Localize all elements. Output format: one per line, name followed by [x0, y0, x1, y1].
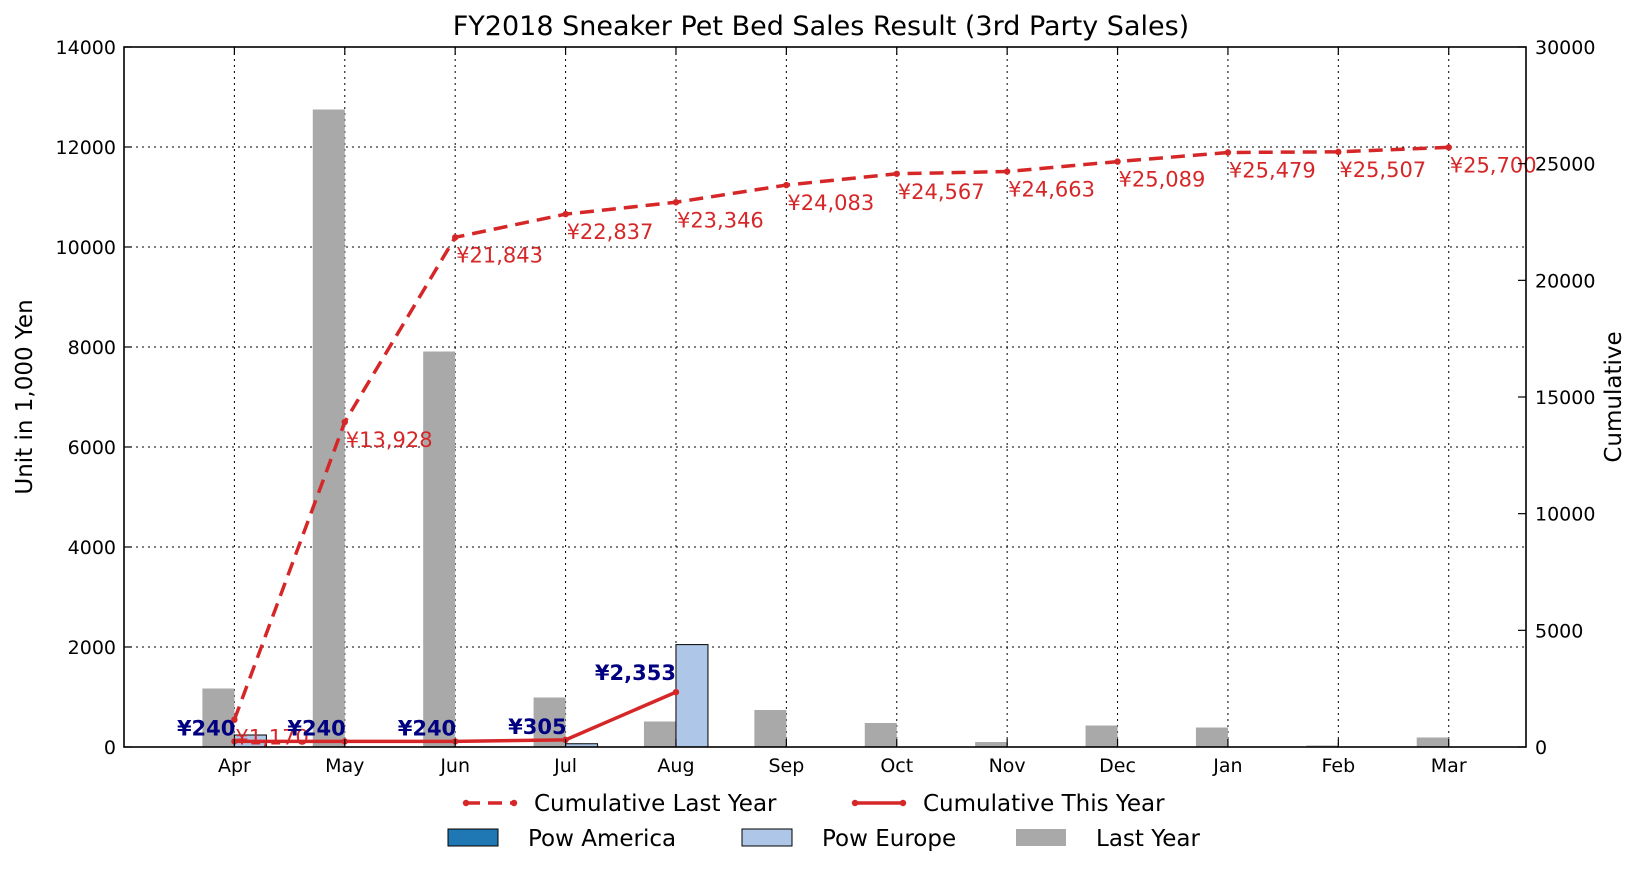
y-tick-label: 10000: [56, 237, 116, 259]
bar-last-year: [1085, 725, 1118, 747]
y2-tick-label: 0: [1535, 737, 1547, 759]
x-tick-label: Mar: [1431, 755, 1467, 777]
cumulative-last-year-label: ¥25,700: [1450, 153, 1537, 177]
cumulative-last-year-label: ¥24,083: [787, 191, 874, 215]
line-cumulative-last-year-point: [562, 210, 569, 218]
bar-last-year: [864, 723, 897, 747]
bar-last-year: [975, 742, 1008, 747]
legend-label: Pow America: [528, 826, 676, 852]
x-tick-label: Apr: [218, 755, 251, 777]
this-year-value-label: ¥2,353: [595, 661, 676, 685]
legend-label: Pow Europe: [822, 826, 956, 852]
chart-title: FY2018 Sneaker Pet Bed Sales Result (3rd…: [453, 11, 1189, 42]
this-year-value-label: ¥305: [508, 715, 566, 739]
y-axis-title: Unit in 1,000 Yen: [12, 299, 38, 494]
legend-label: Cumulative This Year: [923, 791, 1165, 817]
y-tick-label: 14000: [56, 37, 116, 59]
x-tick-label: Jan: [1212, 755, 1242, 777]
y2-tick-label: 30000: [1535, 37, 1595, 59]
x-tick-label: Jun: [439, 755, 470, 777]
cumulative-last-year-label: ¥24,567: [898, 180, 985, 204]
x-tick-label: Oct: [880, 755, 913, 777]
bar-last-year: [312, 109, 345, 747]
line-cumulative-last-year-point: [783, 181, 790, 189]
y-tick-label: 8000: [68, 337, 116, 359]
cumulative-last-year-label: ¥1,170: [235, 726, 308, 750]
cumulative-last-year-label: ¥13,928: [346, 428, 433, 452]
y2-tick-label: 25000: [1535, 154, 1595, 176]
line-cumulative-last-year-point: [1335, 148, 1342, 156]
y2-tick-label: 5000: [1535, 620, 1583, 642]
line-cumulative-last-year-point: [231, 716, 238, 723]
legend-label: Last Year: [1096, 826, 1200, 852]
line-cumulative-last-year: [232, 145, 1449, 721]
legend-marker: [899, 799, 907, 807]
line-cumulative-last-year-point: [1445, 144, 1452, 151]
legend: Cumulative Last Year Cumulative This Year…: [447, 791, 1200, 852]
bar-last-year: [754, 710, 787, 747]
legend-marker: [462, 799, 470, 807]
line-cumulative-last-year-point: [1114, 158, 1121, 165]
cumulative-last-year-label: ¥21,843: [456, 243, 543, 267]
x-tick-label: Feb: [1322, 755, 1356, 777]
this-year-value-label: ¥240: [177, 716, 235, 740]
bars: [202, 109, 1449, 748]
x-tick-label: May: [325, 755, 364, 777]
legend-marker: [851, 799, 859, 807]
bar-last-year: [202, 688, 235, 747]
y2-tick-label: 20000: [1535, 270, 1595, 292]
line-cumulative-last-year-point: [451, 234, 459, 241]
x-tick-label: Dec: [1099, 755, 1136, 777]
cumulative-last-year-label: ¥23,346: [677, 208, 764, 232]
bar-last-year: [1195, 727, 1228, 747]
y2-tick-label: 10000: [1535, 504, 1595, 526]
x-tick-label: Jul: [553, 755, 577, 777]
legend-label: Cumulative Last Year: [534, 791, 777, 817]
cumulative-last-year-label: ¥22,837: [567, 220, 654, 244]
y-tick-label: 4000: [68, 537, 116, 559]
y-tick-label: 2000: [68, 637, 116, 659]
cumulative-last-year-label: ¥25,479: [1229, 158, 1316, 182]
bar-last-year: [643, 721, 676, 747]
cumulative-last-year-label: ¥25,507: [1339, 158, 1426, 182]
line-cumulative-last-year-point: [893, 170, 900, 177]
legend-marker: [510, 799, 518, 807]
cumulative-last-year-label: ¥25,089: [1119, 168, 1206, 192]
legend-swatch-bar: [447, 828, 499, 847]
line-cumulative-last-year-point: [1003, 168, 1011, 175]
bar-last-year: [423, 351, 456, 747]
bar-pow-europe: [675, 644, 709, 748]
x-tick-label: Nov: [989, 755, 1026, 777]
y-tick-label: 0: [104, 737, 116, 759]
cumulative-last-year-label: ¥24,663: [1008, 178, 1095, 202]
this-year-value-label: ¥240: [398, 716, 456, 740]
axes: 0 2000 4000 6000 8000 10000 12000 14000 0 5000 100…: [56, 37, 1596, 777]
y-tick-label: 12000: [56, 137, 116, 159]
this-year-value-label: ¥240: [287, 716, 345, 740]
legend-swatch-bar: [1016, 829, 1066, 846]
data-labels: ¥1,170 ¥13,928 ¥21,843 ¥22,837 ¥23,346 ¥24,08…: [177, 153, 1537, 749]
line-cumulative-this-year-point: [672, 688, 680, 696]
y2-axis-title: Cumulative: [1601, 331, 1627, 462]
y-tick-label: 6000: [68, 437, 116, 459]
line-cumulative-last-year-point: [672, 199, 680, 206]
x-tick-label: Sep: [768, 755, 804, 777]
bar-last-year: [1416, 737, 1449, 747]
x-tick-label: Aug: [657, 755, 694, 777]
legend-swatch-bar: [741, 828, 793, 847]
line-cumulative-last-year-point: [341, 418, 348, 426]
line-cumulative-last-year-point: [1224, 149, 1232, 156]
y2-tick-label: 15000: [1535, 387, 1595, 409]
